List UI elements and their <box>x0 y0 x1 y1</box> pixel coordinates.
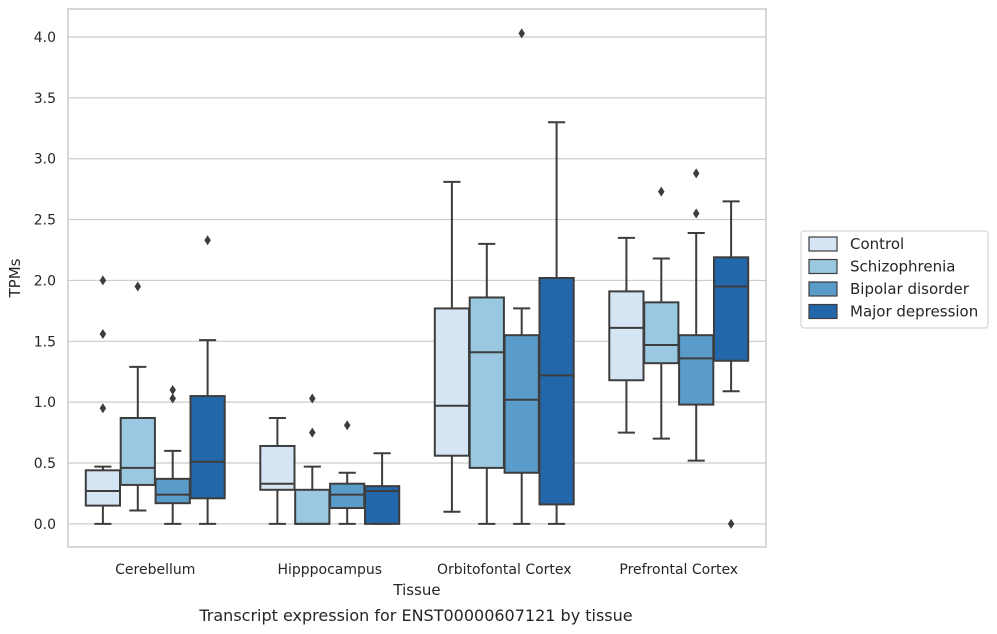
box-body <box>608 290 645 382</box>
box-major-depression <box>363 452 401 525</box>
box-body <box>643 301 680 365</box>
chart-caption: Transcript expression for ENST0000060712… <box>198 606 632 625</box>
outlier-marker <box>169 393 176 404</box>
box-schizophrenia <box>119 281 156 512</box>
box-schizophrenia <box>468 242 505 525</box>
y-tick-label: 1.0 <box>34 395 56 411</box>
outlier-marker <box>99 275 107 286</box>
y-tick-label: 3.0 <box>34 152 56 168</box>
outlier-marker <box>727 518 735 529</box>
box-body <box>84 469 122 507</box>
outlier-marker <box>204 235 211 246</box>
x-tick-label: Hipppocampus <box>277 562 382 578</box>
box-control <box>84 275 122 525</box>
legend-label: Control <box>850 235 904 253</box>
box-body <box>294 488 331 525</box>
boxes <box>84 28 750 529</box>
outlier-marker <box>692 168 700 179</box>
box-body <box>189 395 226 500</box>
outlier-marker <box>99 403 107 414</box>
y-tick-label: 2.5 <box>34 213 56 229</box>
outlier-marker <box>99 328 107 339</box>
y-tick-label: 1.5 <box>34 334 56 350</box>
legend-label: Schizophrenia <box>850 258 955 276</box>
legend-swatch <box>808 281 838 297</box>
y-tick-label: 4.0 <box>34 30 56 46</box>
box-control <box>433 180 471 513</box>
legend-swatch <box>808 258 838 275</box>
box-bipolar-disorder <box>154 384 191 525</box>
box-body <box>503 334 540 474</box>
x-tick-label: Orbitofontal Cortex <box>437 562 572 578</box>
box-body <box>154 477 191 505</box>
y-axis-label: TPMs <box>6 258 24 298</box>
y-tick-label: 0.5 <box>34 456 56 472</box>
box-major-depression <box>189 235 226 525</box>
box-bipolar-disorder <box>329 420 366 525</box>
legend-label: Major depression <box>850 303 978 321</box>
legend: Control Schizophrenia Bipolar disorder Majo… <box>800 230 989 329</box>
box-body <box>329 482 366 510</box>
x-tick-label: Prefrontal Cortex <box>619 562 738 578</box>
box-body <box>433 307 471 457</box>
legend-swatch <box>808 236 838 252</box>
outlier-marker <box>692 208 700 219</box>
box-major-depression <box>538 121 575 525</box>
y-tick-labels: 0.0 0.5 1.0 1.5 2.0 2.5 3.0 3.5 4.0 <box>34 30 56 533</box>
box-bipolar-disorder <box>678 168 715 462</box>
legend-label: Bipolar disorder <box>850 280 970 298</box>
legend-swatch <box>808 303 838 320</box>
y-tick-label: 2.0 <box>34 273 56 289</box>
legend-frame <box>800 230 989 329</box>
x-tick-label: Cerebellum <box>115 562 195 578</box>
box-bipolar-disorder <box>503 28 540 525</box>
box-body <box>363 485 401 525</box>
gridlines <box>68 36 766 525</box>
outlier-marker <box>518 28 525 39</box>
x-tick-labels: Cerebellum Hipppocampus Orbitofontal Corte… <box>115 562 738 578</box>
box-control <box>259 416 296 525</box>
outlier-marker <box>658 186 665 197</box>
box-schizophrenia <box>643 186 680 440</box>
plot-frame <box>67 8 767 548</box>
outlier-marker <box>309 393 316 404</box>
outlier-marker <box>134 281 142 292</box>
box-body <box>538 277 575 506</box>
box-control <box>608 236 645 434</box>
outlier-marker <box>169 384 176 395</box>
y-tick-label: 3.5 <box>34 91 56 107</box>
x-axis-label: Tissue <box>392 581 440 599</box>
outlier-marker <box>343 420 351 431</box>
box-body <box>119 416 156 486</box>
outlier-marker <box>309 427 316 438</box>
y-tick-label: 0.0 <box>34 517 56 533</box>
box-major-depression <box>712 200 750 529</box>
box-body <box>259 444 296 491</box>
box-body <box>712 256 750 362</box>
box-schizophrenia <box>294 393 331 525</box>
box-body <box>678 334 715 406</box>
box-body <box>468 296 505 469</box>
